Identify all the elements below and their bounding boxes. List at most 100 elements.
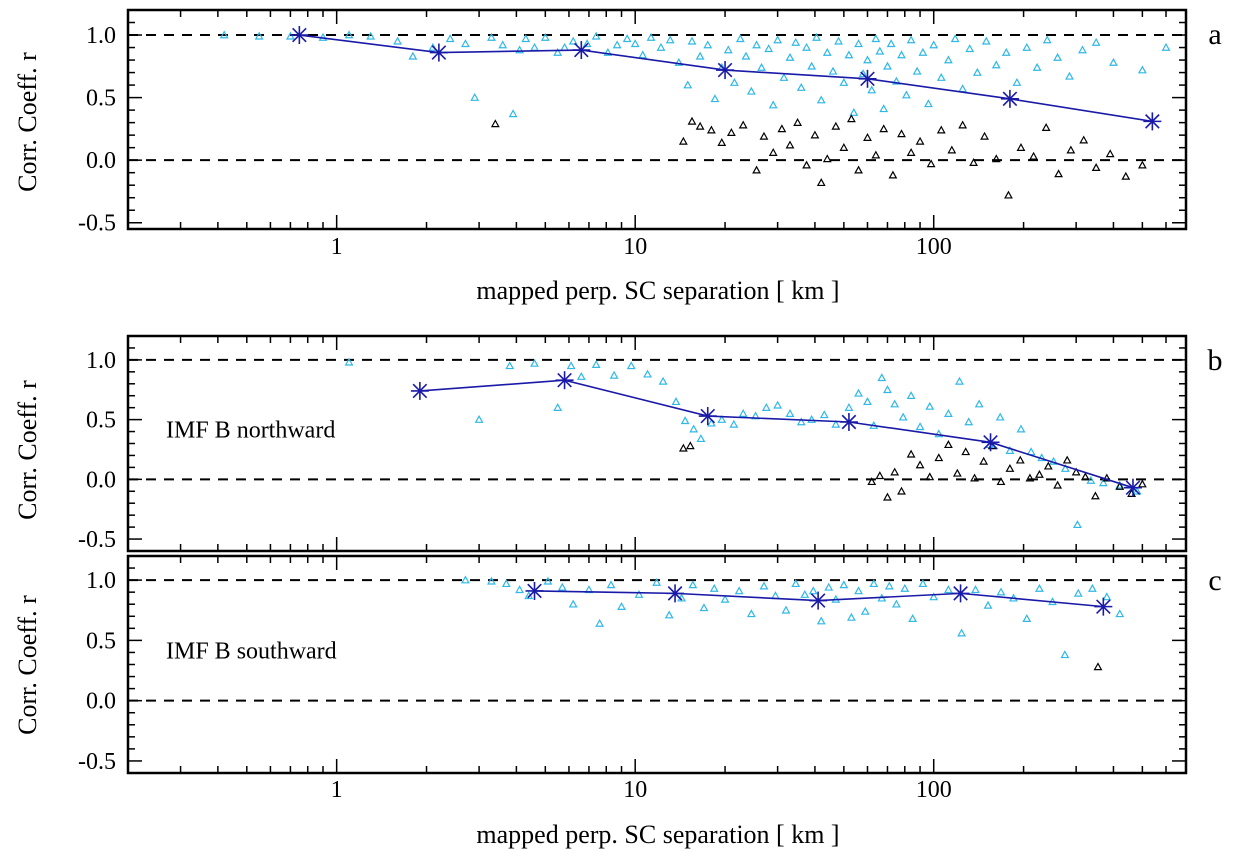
scatter-point (926, 159, 936, 168)
scatter-point (1073, 520, 1082, 529)
scatter-point (807, 414, 817, 423)
plot-frame (126, 334, 1188, 553)
scatter-point (777, 124, 787, 133)
scatter-point (796, 417, 806, 426)
scatter-point (687, 116, 697, 125)
scatter-point (972, 67, 982, 76)
scatter-point (846, 114, 856, 123)
scatter-point (791, 37, 801, 46)
scatter-point (643, 369, 652, 378)
scatter-point (757, 62, 766, 71)
scatter-point (961, 447, 971, 456)
x-axis-label-bottom: mapped perp. SC separation [ km ] (476, 820, 839, 849)
panel-label: c (1208, 564, 1221, 597)
scatter-point (955, 376, 964, 385)
scatter-point (738, 120, 748, 129)
scatter-point (591, 31, 601, 40)
scatter-point (834, 36, 843, 45)
scatter-point (1102, 592, 1112, 601)
scatter-point (991, 60, 1001, 69)
scatter-point (612, 40, 622, 49)
scatter-point (915, 460, 925, 469)
mean-star-marker (1094, 597, 1113, 616)
scatter-point (646, 32, 656, 41)
scatter-point (393, 36, 403, 45)
scatter-point (591, 360, 601, 368)
scatter-point (934, 453, 944, 462)
scatter-point (854, 165, 863, 174)
x-tick-label: 10 (623, 234, 647, 260)
scatter-point (773, 400, 783, 409)
y-tick-label: -0.5 (78, 749, 116, 775)
scatter-point (943, 585, 953, 594)
scatter-point (867, 477, 877, 486)
scatter-point (980, 131, 989, 140)
scatter-point (1060, 463, 1070, 472)
scatter-point (925, 472, 935, 481)
scatter-point (408, 51, 418, 60)
scatter-point (906, 449, 916, 458)
scatter-point (671, 397, 681, 406)
scatter-point (1121, 171, 1131, 180)
scatter-point (746, 609, 756, 618)
scatter-point (943, 409, 953, 417)
scatter-point (1080, 472, 1090, 481)
scatter-point (897, 486, 906, 495)
scatter-point (634, 589, 644, 598)
y-tick-label: 0.0 (86, 689, 116, 715)
scatter-point (344, 357, 354, 366)
scatter-point (474, 414, 484, 423)
scatter-point (703, 40, 713, 49)
scatter-point (1079, 135, 1089, 144)
scatter-point (665, 35, 675, 44)
scatter-point (890, 467, 900, 476)
scatter-point (521, 34, 531, 43)
scatter-point (553, 47, 563, 56)
scatter-point (656, 42, 666, 51)
scatter-point (366, 31, 376, 40)
scatter-point (897, 50, 906, 59)
scatter-point (606, 580, 616, 589)
scatter-point (934, 429, 944, 438)
scatter-point (824, 582, 834, 591)
scatter-point (1065, 71, 1074, 80)
plot-frame (126, 554, 1188, 775)
panel-a: 1 10 100 1.0 0.5 0.0 -0.5 a (78, 8, 1222, 260)
scatter-point (344, 30, 354, 39)
scatter-point (746, 86, 756, 95)
scatter-point (487, 576, 496, 585)
scatter-point (785, 140, 795, 149)
panel-b: 1.0 0.5 0.0 -0.5 b IMF B northward (78, 334, 1223, 553)
scatter-point (683, 80, 693, 89)
scatter-point (674, 57, 684, 66)
scatter-point (723, 45, 733, 54)
scatter-point (860, 606, 870, 615)
scatter-point (936, 125, 946, 134)
scatter-point (695, 121, 705, 130)
scatter-point (1043, 461, 1053, 470)
scatter-point (735, 34, 745, 43)
scatter-point (883, 385, 892, 394)
scatter-point (958, 84, 968, 93)
mean-star-stroke (841, 414, 857, 430)
scatter-point (717, 138, 727, 146)
mean-star-marker (839, 413, 858, 431)
scatter-point (996, 587, 1006, 596)
scatter-point (964, 417, 974, 426)
scatter-point (906, 148, 916, 156)
scatter-point (553, 403, 563, 411)
y-axis-label-a: Corr. Coeff. r (13, 52, 42, 192)
scatter-point (983, 600, 993, 609)
scatter-point (1109, 57, 1118, 66)
y-tick-label: 0.0 (86, 148, 116, 174)
scatter-point (1029, 151, 1038, 160)
mean-star-marker (1000, 89, 1019, 108)
scatter-point (844, 403, 854, 411)
scatter-point (285, 31, 295, 40)
scatter-point (779, 72, 789, 81)
scatter-point (915, 422, 925, 431)
scatter-point (759, 131, 769, 140)
scatter-point (461, 39, 470, 48)
scatter-point (875, 46, 885, 55)
scatter-point (1105, 149, 1115, 158)
